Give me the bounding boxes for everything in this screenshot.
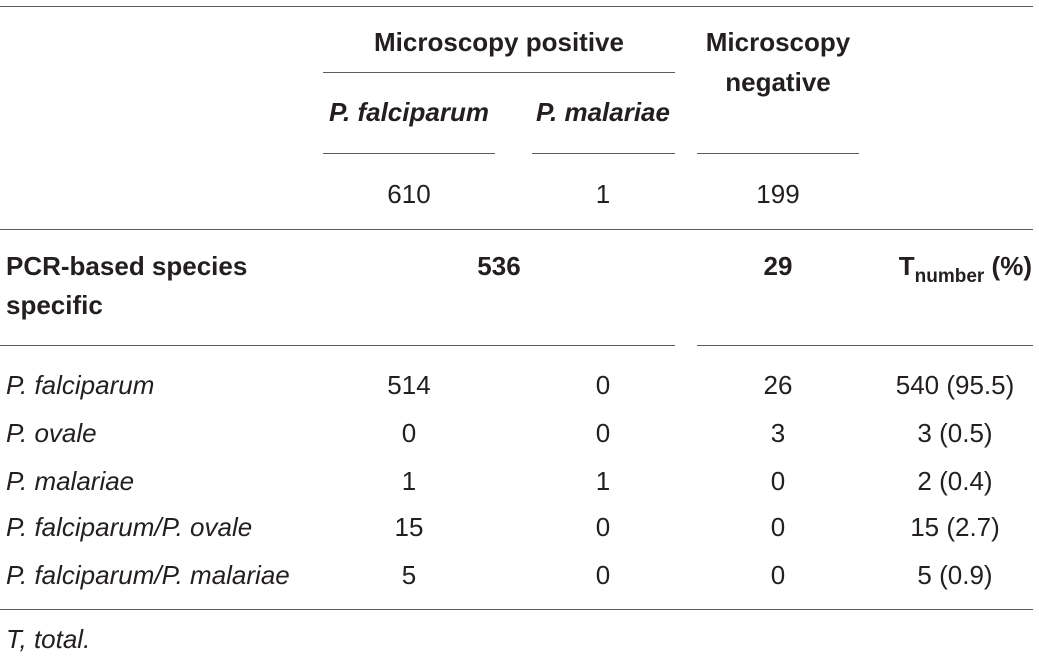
row-negative: 0: [770, 512, 786, 542]
sub-header-falciparum: P. falciparum: [329, 97, 489, 127]
header-bottom-rule: [0, 229, 1033, 230]
row-total: 540 (95.5): [895, 370, 1015, 400]
falciparum-sub-rule: [323, 153, 495, 154]
row-pos-falciparum: 15: [394, 512, 424, 542]
row-pos-malariae: 0: [595, 512, 611, 542]
row-pos-falciparum: 514: [387, 370, 431, 400]
row-pos-falciparum: 0: [401, 418, 417, 448]
total-column-subscript: number: [914, 266, 985, 287]
row-negative: 0: [770, 560, 786, 590]
microscopy-negative-header-line2: negative: [725, 67, 831, 97]
row-pos-malariae: 0: [595, 418, 611, 448]
pcr-label-line1: PCR-based species: [6, 251, 248, 281]
row-negative: 0: [770, 466, 786, 496]
pcr-negative-total: 29: [763, 251, 793, 281]
row-pos-falciparum: 5: [401, 560, 417, 590]
pcr-negative-rule: [697, 345, 1033, 346]
microscopy-positive-rule: [323, 72, 675, 73]
microscopy-negative-header-line1: Microscopy: [705, 27, 851, 57]
row-pos-malariae: 0: [595, 370, 611, 400]
total-column-main: T: [898, 251, 915, 281]
row-total: 15 (2.7): [910, 512, 1000, 542]
row-pos-falciparum: 1: [401, 466, 417, 496]
row-negative: 26: [763, 370, 793, 400]
row-total: 3 (0.5): [917, 418, 993, 448]
count-malariae: 1: [595, 179, 611, 209]
malariae-sub-rule: [532, 153, 675, 154]
row-pos-malariae: 1: [595, 466, 611, 496]
pcr-positive-total: 536: [477, 251, 521, 281]
row-species: P. ovale: [6, 418, 97, 448]
negative-sub-rule: [697, 153, 859, 154]
footnote: T, total.: [6, 624, 91, 654]
pcr-positive-rule: [0, 345, 675, 346]
row-species: P. malariae: [6, 466, 135, 496]
row-pos-malariae: 0: [595, 560, 611, 590]
row-total: 2 (0.4): [917, 466, 993, 496]
count-falciparum: 610: [387, 179, 431, 209]
total-column-suffix: (%): [984, 251, 1032, 281]
table-bottom-rule: [0, 609, 1033, 610]
top-rule: [0, 6, 1033, 7]
row-negative: 3: [770, 418, 786, 448]
count-negative: 199: [756, 179, 800, 209]
row-total: 5 (0.9): [917, 560, 993, 590]
row-species: P. falciparum/P. ovale: [6, 512, 253, 542]
microscopy-positive-header: Microscopy positive: [374, 27, 624, 57]
row-species: P. falciparum/P. malariae: [6, 560, 290, 590]
pcr-label-line2: specific: [6, 290, 103, 320]
row-species: P. falciparum: [6, 370, 155, 400]
sub-header-malariae: P. malariae: [536, 97, 670, 127]
total-column-header: Tnumber (%): [898, 251, 1032, 287]
